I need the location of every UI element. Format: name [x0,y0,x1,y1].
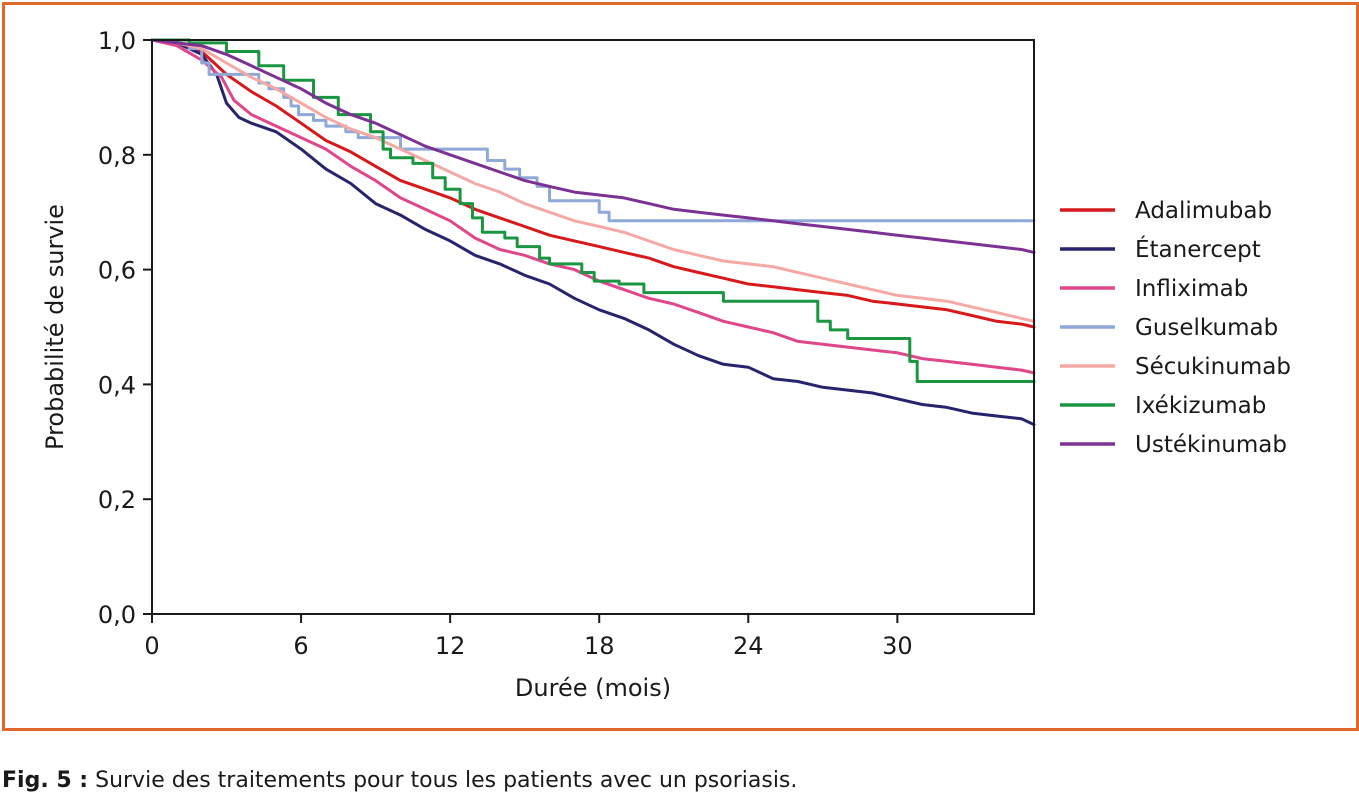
x-tick-label: 18 [584,632,615,660]
legend-label-secukinumab: Sécukinumab [1135,354,1291,380]
series-line-ustekinumab [150,38,1036,254]
y-tick-label: 1,0 [98,27,136,55]
y-tick-label: 0,2 [98,486,136,514]
x-tick-label: 0 [144,632,159,660]
figure-caption: Fig. 5 : Survie des traitements pour tou… [2,768,797,793]
caption-text: Survie des traitements pour tous les pat… [88,768,798,793]
y-tick-label: 0,6 [98,257,136,285]
legend-label-ustekinumab: Ustékinumab [1135,432,1287,458]
y-tick-label: 0,8 [98,142,136,170]
x-tick-label: 12 [435,632,466,660]
y-tick-label: 0,0 [98,601,136,629]
y-tick-label: 0,4 [98,371,136,399]
legend: Adalimubab Étanercept Infliximab Guselkumab… [1060,198,1291,458]
legend-label-guselkumab: Guselkumab [1135,315,1278,341]
plot-lines [150,38,1036,427]
x-tick-label: 30 [882,632,913,660]
x-tick-label: 24 [733,632,764,660]
series-line-adalimubab [150,38,1036,329]
series-line-infliximab [150,38,1036,375]
series-line-etanercept [150,38,1036,427]
survival-chart: 0 6 12 18 24 30 0,0 0,2 0,4 0,6 0,8 1,0 Durée (mois… [41,27,1291,702]
y-axis-label: Probabilité de survie [41,204,69,450]
x-tick-label: 6 [293,632,308,660]
caption-label: Fig. 5 : [2,768,89,793]
plot-area-frame [151,39,1035,615]
series-line-secukinumab [150,38,1036,323]
series-line-guselkumab [150,38,1036,223]
axis-ticks: 0 6 12 18 24 30 0,0 0,2 0,4 0,6 0,8 1,0 [98,27,913,660]
legend-label-etanercept: Étanercept [1135,235,1261,263]
x-axis-label: Durée (mois) [515,674,671,702]
legend-label-ixekizumab: Ixékizumab [1135,393,1266,419]
legend-label-adalimubab: Adalimubab [1135,198,1272,224]
legend-label-infliximab: Infliximab [1135,276,1248,302]
figure-frame: 0 6 12 18 24 30 0,0 0,2 0,4 0,6 0,8 1,0 Durée (mois… [2,2,1359,731]
